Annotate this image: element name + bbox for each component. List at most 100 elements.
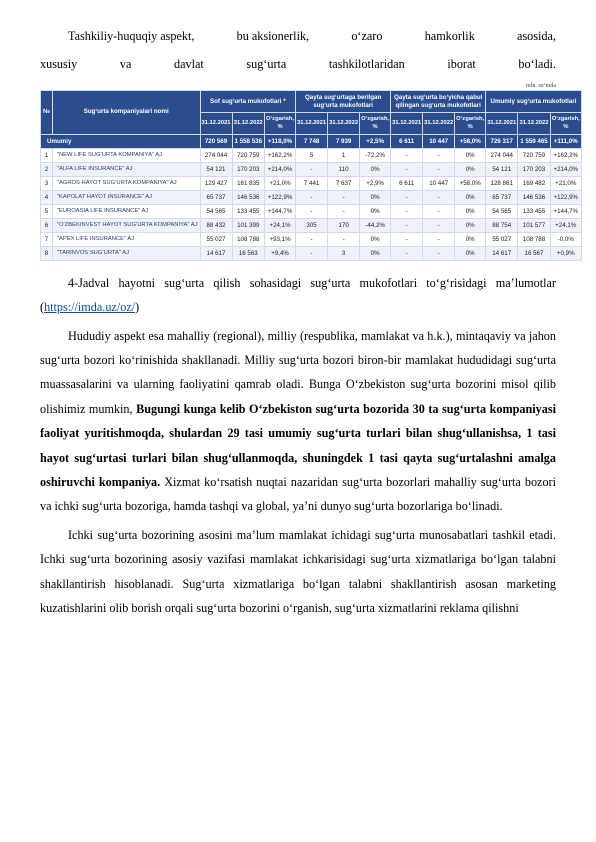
cell: - — [391, 162, 423, 176]
cell: 0% — [360, 246, 391, 260]
cell: 0% — [455, 162, 486, 176]
th-sub: Oʻzgarish, % — [455, 113, 486, 134]
w: tashkilotlaridan — [329, 52, 405, 76]
th-g3: Qayta sugʻurta boʻyicha qabul qilingan s… — [391, 90, 486, 113]
cell: 0% — [455, 218, 486, 232]
cell: 170 203 — [232, 162, 265, 176]
cell: 170 203 — [518, 162, 551, 176]
cell: 169 482 — [518, 176, 551, 190]
cell: 7 637 — [328, 176, 360, 190]
cell: "KAPOLAT HAYOT INSURANCE" AJ — [52, 190, 200, 204]
cell: +21,0% — [265, 176, 296, 190]
body-para-2: Ichki sugʻurta bozorining asosini maʼlum… — [40, 523, 556, 621]
th-sub: 31.12.2021 — [200, 113, 232, 134]
cell: 6 611 — [391, 176, 423, 190]
th-sub: Oʻzgarish, % — [265, 113, 296, 134]
th-name: Sugʻurta kompaniyalari nomi — [52, 90, 200, 134]
cell: 10 447 — [423, 176, 455, 190]
cell: "ALFA LIFE INSURANCE" AJ — [52, 162, 200, 176]
cell: 7 441 — [296, 176, 328, 190]
cell: 720 759 — [518, 148, 551, 162]
cell: - — [328, 190, 360, 204]
cell: 0% — [455, 204, 486, 218]
cell: 720 569 — [200, 134, 232, 148]
cell: 146 536 — [232, 190, 265, 204]
cell: 726 317 — [486, 134, 518, 148]
w: bu aksionerlik, — [237, 24, 309, 48]
th-g1: Sof sugʻurta mukofotlari * — [200, 90, 296, 113]
cell: +0,9% — [550, 246, 581, 260]
cell: 101 399 — [232, 218, 265, 232]
th-idx: № — [41, 90, 53, 134]
w: boʻladi. — [518, 52, 556, 76]
th-g4: Umumiy sugʻurta mukofotlari — [486, 90, 582, 113]
cell: 274 044 — [200, 148, 232, 162]
th-sub: 31.12.2021 — [296, 113, 328, 134]
table-row: 6"OʻZBEKINVEST HAYOT SUGʻURTA KOMPANIYA"… — [41, 218, 582, 232]
cell: "APEX LIFE INSURANCE" AJ — [52, 232, 200, 246]
cell: 4 — [41, 190, 53, 204]
cell: "TARINVOS SUGʻURTA" AJ — [52, 246, 200, 260]
cell: 101 577 — [518, 218, 551, 232]
cell: 54 565 — [200, 204, 232, 218]
cell: 305 — [296, 218, 328, 232]
cell: - — [391, 218, 423, 232]
cell: 129 427 — [200, 176, 232, 190]
table-body: Umumiy 720 569 1 558 536 +118,0% 7 748 7… — [41, 134, 582, 260]
source-link[interactable]: https://imda.uz/oz/ — [44, 300, 135, 314]
cell: +2,9% — [360, 176, 391, 190]
cell: 0% — [455, 148, 486, 162]
cell: 6 — [41, 218, 53, 232]
th-g2: Qayta sugʻurtaga berilgan sugʻurta mukof… — [296, 90, 391, 113]
intro-line-2: xususiy va davlat sugʻurta tashkilotlari… — [40, 52, 556, 76]
table-row: 2"ALFA LIFE INSURANCE" AJ54 121170 203+2… — [41, 162, 582, 176]
cell: +122,9% — [265, 190, 296, 204]
cell: +122,9% — [550, 190, 581, 204]
th-sub: 31.12.2022 — [328, 113, 360, 134]
cell: - — [423, 162, 455, 176]
cell: 0% — [360, 204, 391, 218]
cell: +2,5% — [360, 134, 391, 148]
cell: 133 455 — [232, 204, 265, 218]
cell: - — [423, 148, 455, 162]
table-caption-para: 4-Jadval hayotni sugʻurta qilish sohasid… — [40, 271, 556, 320]
cell: "NEW LIFE SUGʻURTA KOMPANIYA" AJ — [52, 148, 200, 162]
cell: 108 788 — [232, 232, 265, 246]
data-table-wrap: mln. soʻmda № Sugʻurta kompaniyalari nom… — [40, 83, 556, 261]
cell: 128 861 — [486, 176, 518, 190]
w: oʻzaro — [351, 24, 382, 48]
cell: 161 835 — [232, 176, 265, 190]
cell: 1 558 536 — [232, 134, 265, 148]
cell: +21,0% — [550, 176, 581, 190]
cell: +162,2% — [265, 148, 296, 162]
cell: +144,7% — [550, 204, 581, 218]
cell: +58,0% — [455, 134, 486, 148]
cell: 54 121 — [200, 162, 232, 176]
table-row: 1"NEW LIFE SUGʻURTA KOMPANIYA" AJ274 044… — [41, 148, 582, 162]
cell: 55 027 — [486, 232, 518, 246]
cell: "OʻZBEKINVEST HAYOT SUGʻURTA KOMPANIYA" … — [52, 218, 200, 232]
th-sub: 31.12.2022 — [232, 113, 265, 134]
cell: 54 565 — [486, 204, 518, 218]
cell: 3 — [41, 176, 53, 190]
cell: - — [423, 246, 455, 260]
cell: 5 — [41, 204, 53, 218]
cell: 0% — [360, 232, 391, 246]
body-para-1: Hududiy aspekt esa mahalliy (regional), … — [40, 324, 556, 519]
cell: 3 — [328, 246, 360, 260]
cell: 1 — [41, 148, 53, 162]
cell: - — [328, 204, 360, 218]
cell: 133 455 — [518, 204, 551, 218]
cell: 146 536 — [518, 190, 551, 204]
w: Tashkiliy-huquqiy aspekt, — [68, 24, 194, 48]
cell: - — [296, 162, 328, 176]
cell: +214,0% — [550, 162, 581, 176]
w: hamkorlik — [425, 24, 475, 48]
cell: 0% — [360, 162, 391, 176]
cell: 65 737 — [200, 190, 232, 204]
cell: +111,0% — [550, 134, 581, 148]
cell: 10 447 — [423, 134, 455, 148]
table-row-total: Umumiy 720 569 1 558 536 +118,0% 7 748 7… — [41, 134, 582, 148]
intro-line-1: Tashkiliy-huquqiy aspekt, bu aksionerlik… — [40, 24, 556, 48]
cell: 16 563 — [232, 246, 265, 260]
